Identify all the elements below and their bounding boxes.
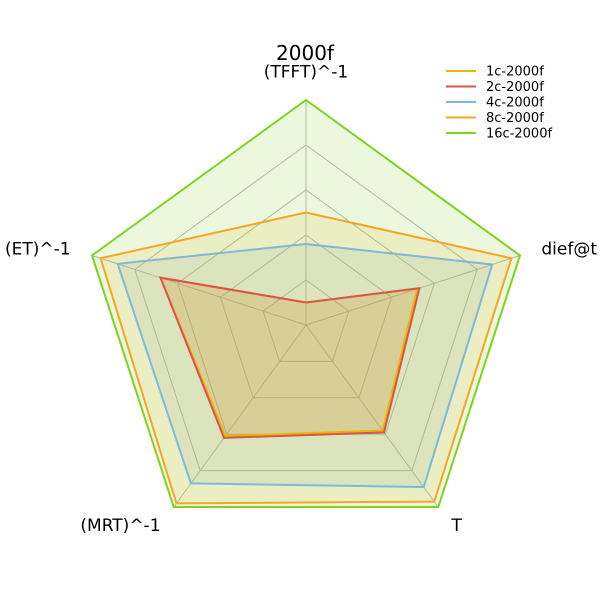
series-fill-1c-2000f [160, 277, 418, 437]
grid-ring-1 [262, 279, 350, 362]
axis-label-4: (MRT)^-1 [80, 516, 160, 536]
axis-spoke-4 [173, 324, 307, 508]
series-fill-16c-2000f [92, 100, 520, 508]
legend-label-2c-2000f: 2c-2000f [486, 80, 544, 95]
axis-labels: (TFFT)^-1 dief@t T (MRT)^-1 (ET)^-1 [5, 63, 597, 537]
legend-label-1c-2000f: 1c-2000f [486, 65, 544, 80]
chart-title: 2000f [276, 41, 335, 65]
legend-label-4c-2000f: 4c-2000f [486, 96, 544, 111]
grid-ring-4 [134, 144, 478, 472]
series-line-2c-2000f [158, 276, 421, 439]
axis-spoke-3 [305, 324, 439, 508]
axis-spoke-5 [91, 254, 307, 326]
grid-ring-2 [219, 234, 393, 399]
axis-label-2: dief@t [541, 240, 597, 260]
legend-label-16c-2000f: 16c-2000f [486, 127, 552, 142]
series-line-8c-2000f [99, 211, 513, 505]
series-lines [90, 98, 522, 509]
series-line-16c-2000f [90, 98, 522, 509]
axis-label-5: (ET)^-1 [5, 240, 71, 260]
legend-label-8c-2000f: 8c-2000f [486, 111, 544, 126]
series-fill-4c-2000f [117, 244, 493, 488]
series-fill-2c-2000f [160, 277, 420, 438]
series-fills [92, 100, 520, 508]
axis-label-1: (TFFT)^-1 [264, 63, 349, 83]
axis-label-3: T [450, 516, 462, 536]
legend: 1c-2000f2c-2000f4c-2000f8c-2000f16c-2000… [446, 65, 552, 142]
series-line-4c-2000f [116, 242, 494, 489]
